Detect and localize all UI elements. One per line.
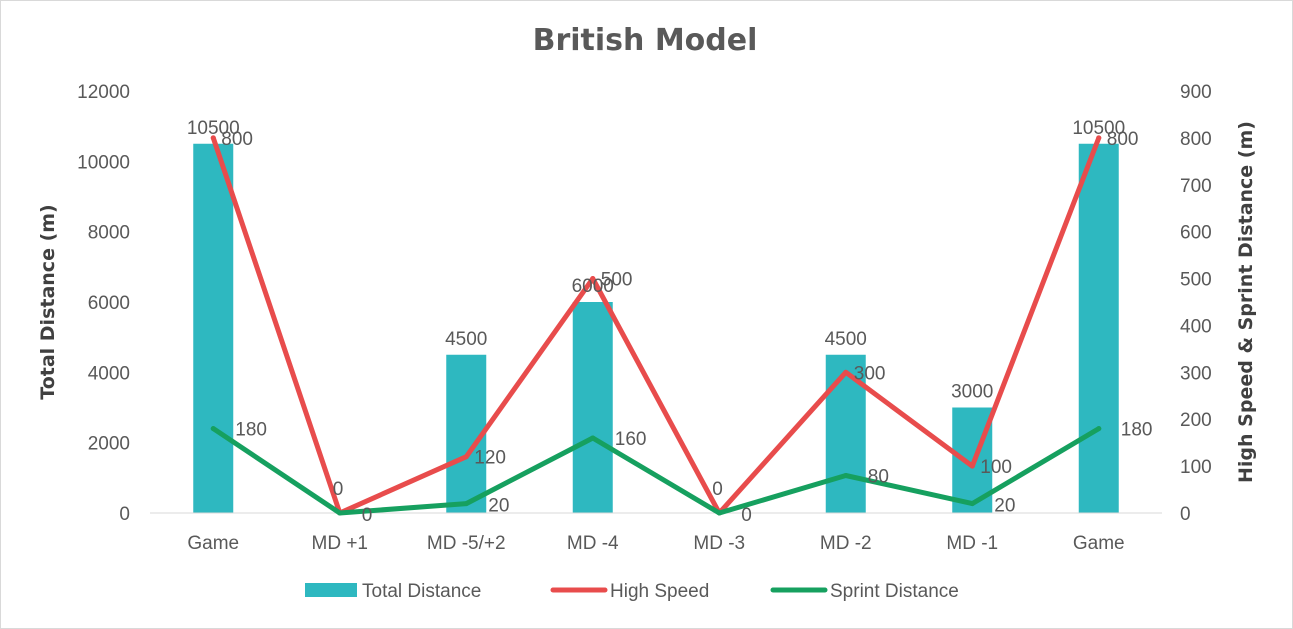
high-speed-point: [590, 276, 596, 282]
sprint-distance-point: [463, 501, 469, 507]
y-tick-label: 4000: [88, 363, 130, 384]
high-speed-point: [969, 463, 975, 469]
plot-area: 0200040006000800010000120000100200300400…: [77, 82, 1212, 554]
bar-data-label: 10500: [1072, 118, 1125, 139]
y2-tick-label: 300: [1180, 363, 1212, 384]
legend-item-high-speed: High Speed: [550, 581, 709, 602]
y2-tick-label: 700: [1180, 176, 1212, 197]
legend-label: Total Distance: [362, 581, 481, 602]
high-speed-point: [1096, 135, 1102, 141]
legend-label: Sprint Distance: [830, 581, 959, 602]
legend-label: High Speed: [610, 581, 709, 602]
y2-tick-label: 400: [1180, 316, 1212, 337]
y-tick-label: 0: [119, 504, 130, 525]
sprint-distance-point: [969, 501, 975, 507]
bar-data-label: 6000: [572, 276, 614, 297]
x-tick-label: MD -5/+2: [427, 533, 506, 554]
y2-tick-label: 500: [1180, 270, 1212, 291]
x-tick-label: Game: [187, 533, 239, 554]
y2-tick-label: 0: [1180, 504, 1191, 525]
x-tick-label: MD -3: [693, 533, 745, 554]
legend-swatch: [305, 583, 357, 597]
sprint-distance-point: [716, 510, 722, 516]
bar: [1078, 143, 1119, 513]
sprint-distance-data-label: 0: [741, 505, 752, 526]
y-tick-label: 2000: [88, 434, 130, 455]
high-speed-line: [210, 135, 1102, 516]
sprint-distance-point: [337, 510, 343, 516]
high-speed-point: [463, 454, 469, 460]
high-speed-data-label: 0: [712, 479, 723, 500]
x-tick-label: Game: [1073, 533, 1125, 554]
sprint-distance-data-label: 20: [994, 496, 1015, 517]
high-speed-point: [843, 369, 849, 375]
legend: Total Distance High Speed Sprint Distance: [305, 581, 959, 602]
sprint-distance-line: [210, 426, 1102, 516]
bar-data-label: 3000: [951, 382, 993, 403]
high-speed-data-label: 300: [854, 363, 886, 384]
sprint-distance-data-label: 180: [235, 420, 267, 441]
y-tick-label: 12000: [77, 82, 130, 103]
y-axis-title: Total Distance (m): [37, 204, 59, 399]
y2-tick-label: 600: [1180, 223, 1212, 244]
legend-item-total-distance: Total Distance: [305, 581, 481, 602]
sprint-distance-data-label: 160: [615, 429, 647, 450]
sprint-distance-point: [590, 435, 596, 441]
bar: [572, 302, 613, 513]
bar-data-label: 4500: [445, 329, 487, 350]
x-tick-label: MD -4: [567, 533, 619, 554]
bar: [193, 143, 234, 513]
y2-tick-label: 200: [1180, 410, 1212, 431]
sprint-distance-point: [1096, 426, 1102, 432]
y-tick-label: 10000: [77, 152, 130, 173]
bar-data-label: 10500: [187, 118, 240, 139]
high-speed-data-label: 0: [333, 479, 344, 500]
high-speed-data-label: 800: [221, 129, 253, 150]
high-speed-data-label: 100: [980, 457, 1012, 478]
x-tick-label: MD +1: [312, 533, 369, 554]
sprint-distance-point: [843, 472, 849, 478]
bar-data-label: 4500: [825, 329, 867, 350]
high-speed-data-label: 500: [601, 270, 633, 291]
sprint-distance-point: [210, 426, 216, 432]
sprint-distance-data-label: 20: [488, 496, 509, 517]
chart-title: British Model: [533, 23, 758, 58]
high-speed-data-label: 800: [1107, 129, 1139, 150]
high-speed-data-label: 120: [474, 448, 506, 469]
y-tick-label: 8000: [88, 223, 130, 244]
sprint-distance-data-label: 180: [1121, 420, 1153, 441]
x-tick-label: MD -2: [820, 533, 872, 554]
sprint-distance-data-label: 80: [868, 466, 889, 487]
x-tick-label: MD -1: [946, 533, 998, 554]
high-speed-point: [210, 135, 216, 141]
y-tick-label: 6000: [88, 293, 130, 314]
y2-tick-label: 100: [1180, 457, 1212, 478]
y2-tick-label: 800: [1180, 129, 1212, 150]
legend-item-sprint-distance: Sprint Distance: [770, 581, 959, 602]
y2-tick-label: 900: [1180, 82, 1212, 103]
sprint-distance-data-label: 0: [362, 505, 373, 526]
y2-axis-title: High Speed & Sprint Distance (m): [1235, 121, 1257, 483]
